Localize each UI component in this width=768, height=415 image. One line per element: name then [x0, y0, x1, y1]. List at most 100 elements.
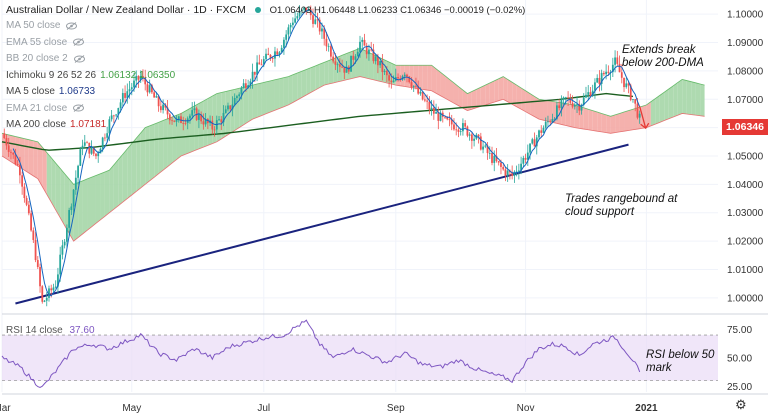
candle-body	[473, 138, 476, 141]
candle-body	[564, 97, 567, 99]
candle-body	[448, 119, 451, 121]
cloud-segment	[552, 101, 557, 124]
cloud-segment	[695, 82, 701, 116]
legend-row[interactable]: MA 50 close	[6, 20, 78, 31]
cloud-segment	[33, 140, 38, 179]
candle-body	[607, 71, 610, 73]
candle-body	[90, 147, 93, 154]
cloud-segment	[149, 124, 155, 181]
price-tick-label: 1.04000	[727, 180, 764, 191]
cloud-segment	[539, 99, 544, 121]
legend-label: MA 50 close	[6, 20, 61, 31]
candle-body	[522, 157, 525, 164]
price-tick-label: 1.03000	[727, 208, 764, 219]
senkou-span-b	[1, 76, 705, 242]
cloud-segment	[46, 152, 52, 203]
cloud-segment	[55, 163, 61, 218]
candle-body	[233, 97, 236, 105]
candle-body	[412, 85, 415, 87]
candle-body	[305, 7, 308, 11]
candle-body	[68, 210, 71, 228]
cloud-segment	[364, 50, 369, 79]
candle-body	[417, 85, 420, 94]
legend-label: BB 20 close 2	[6, 53, 68, 64]
cloud-segment	[628, 109, 633, 131]
cloud-segment	[659, 92, 665, 123]
cloud-segment	[87, 177, 92, 231]
candle-body	[567, 97, 569, 99]
candle-body	[600, 72, 603, 84]
candle-body	[222, 112, 225, 123]
candle-body	[343, 67, 346, 73]
cloud-segment	[440, 72, 446, 99]
candle-body	[506, 170, 509, 176]
candle-body	[10, 151, 12, 153]
candle-body	[517, 170, 520, 172]
cloud-segment	[498, 76, 504, 101]
candle-body	[101, 137, 104, 149]
candle-body	[12, 152, 15, 155]
cloud-segment	[579, 106, 584, 130]
legend-row[interactable]: MA 200 close 1.07181	[6, 119, 106, 130]
candle-body	[327, 46, 330, 48]
candle-body	[108, 119, 111, 134]
cloud-segment	[64, 173, 70, 234]
candle-body	[121, 93, 124, 103]
settings-gear-icon[interactable]: ⚙	[735, 397, 747, 412]
candle-body	[457, 129, 460, 132]
candle-body	[513, 171, 516, 176]
candle-body	[220, 119, 223, 123]
rsi-legend-value: 37.60	[69, 325, 95, 336]
candle-body	[399, 78, 402, 80]
cloud-segment	[449, 79, 454, 104]
cloud-segment	[512, 82, 517, 107]
candle-body	[99, 148, 102, 154]
candle-body	[262, 59, 265, 65]
candle-body	[298, 11, 301, 17]
rsi-legend: RSI 14 close 37.60	[6, 325, 95, 336]
candle-body	[356, 51, 359, 57]
candle-body	[459, 131, 462, 133]
candle-body	[41, 286, 44, 302]
hidden-eye-icon[interactable]	[73, 54, 85, 63]
candle-body	[81, 145, 84, 150]
hidden-eye-icon[interactable]	[66, 21, 78, 30]
candle-body	[32, 230, 35, 241]
legend-row[interactable]: MA 5 close 1.06733	[6, 86, 95, 97]
candle-body	[189, 115, 191, 119]
cloud-segment	[476, 87, 481, 108]
candle-body	[72, 189, 75, 207]
chart-header: Australian Dollar / New Zealand Dollar ·…	[6, 4, 525, 16]
candle-body	[558, 105, 561, 109]
legend-row[interactable]: EMA 55 close	[6, 37, 85, 48]
candle-body	[200, 114, 203, 122]
candle-body	[482, 146, 484, 150]
cloud-segment	[445, 75, 450, 101]
legend-row[interactable]: BB 20 close 2	[6, 53, 85, 64]
candle-body	[265, 53, 267, 60]
cloud-segment	[279, 77, 284, 109]
annotation-support-line2: cloud support	[565, 206, 635, 218]
cloud-segment	[391, 63, 396, 86]
candle-body	[5, 138, 8, 146]
cloud-segment	[315, 64, 320, 91]
legend-row[interactable]: Ichimoku 9 26 52 26 1.06132 1.06350	[6, 70, 175, 81]
candle-body	[629, 85, 632, 100]
candle-body	[390, 80, 393, 83]
candle-body	[569, 98, 572, 103]
price-tick-label: 1.01000	[727, 265, 764, 276]
cloud-segment	[100, 171, 105, 220]
candle-body	[571, 102, 574, 107]
cloud-segment	[131, 138, 137, 195]
cloud-segment	[82, 179, 88, 234]
candle-body	[466, 126, 469, 136]
candle-body	[341, 66, 343, 68]
cloud-segment	[252, 84, 258, 120]
hidden-eye-icon[interactable]	[73, 104, 85, 113]
legend-row[interactable]: EMA 21 close	[6, 103, 85, 114]
candle-body	[439, 112, 442, 121]
cloud-segment	[606, 114, 611, 134]
hidden-eye-icon[interactable]	[73, 38, 85, 47]
candle-body	[164, 104, 167, 108]
candle-body	[54, 286, 57, 288]
